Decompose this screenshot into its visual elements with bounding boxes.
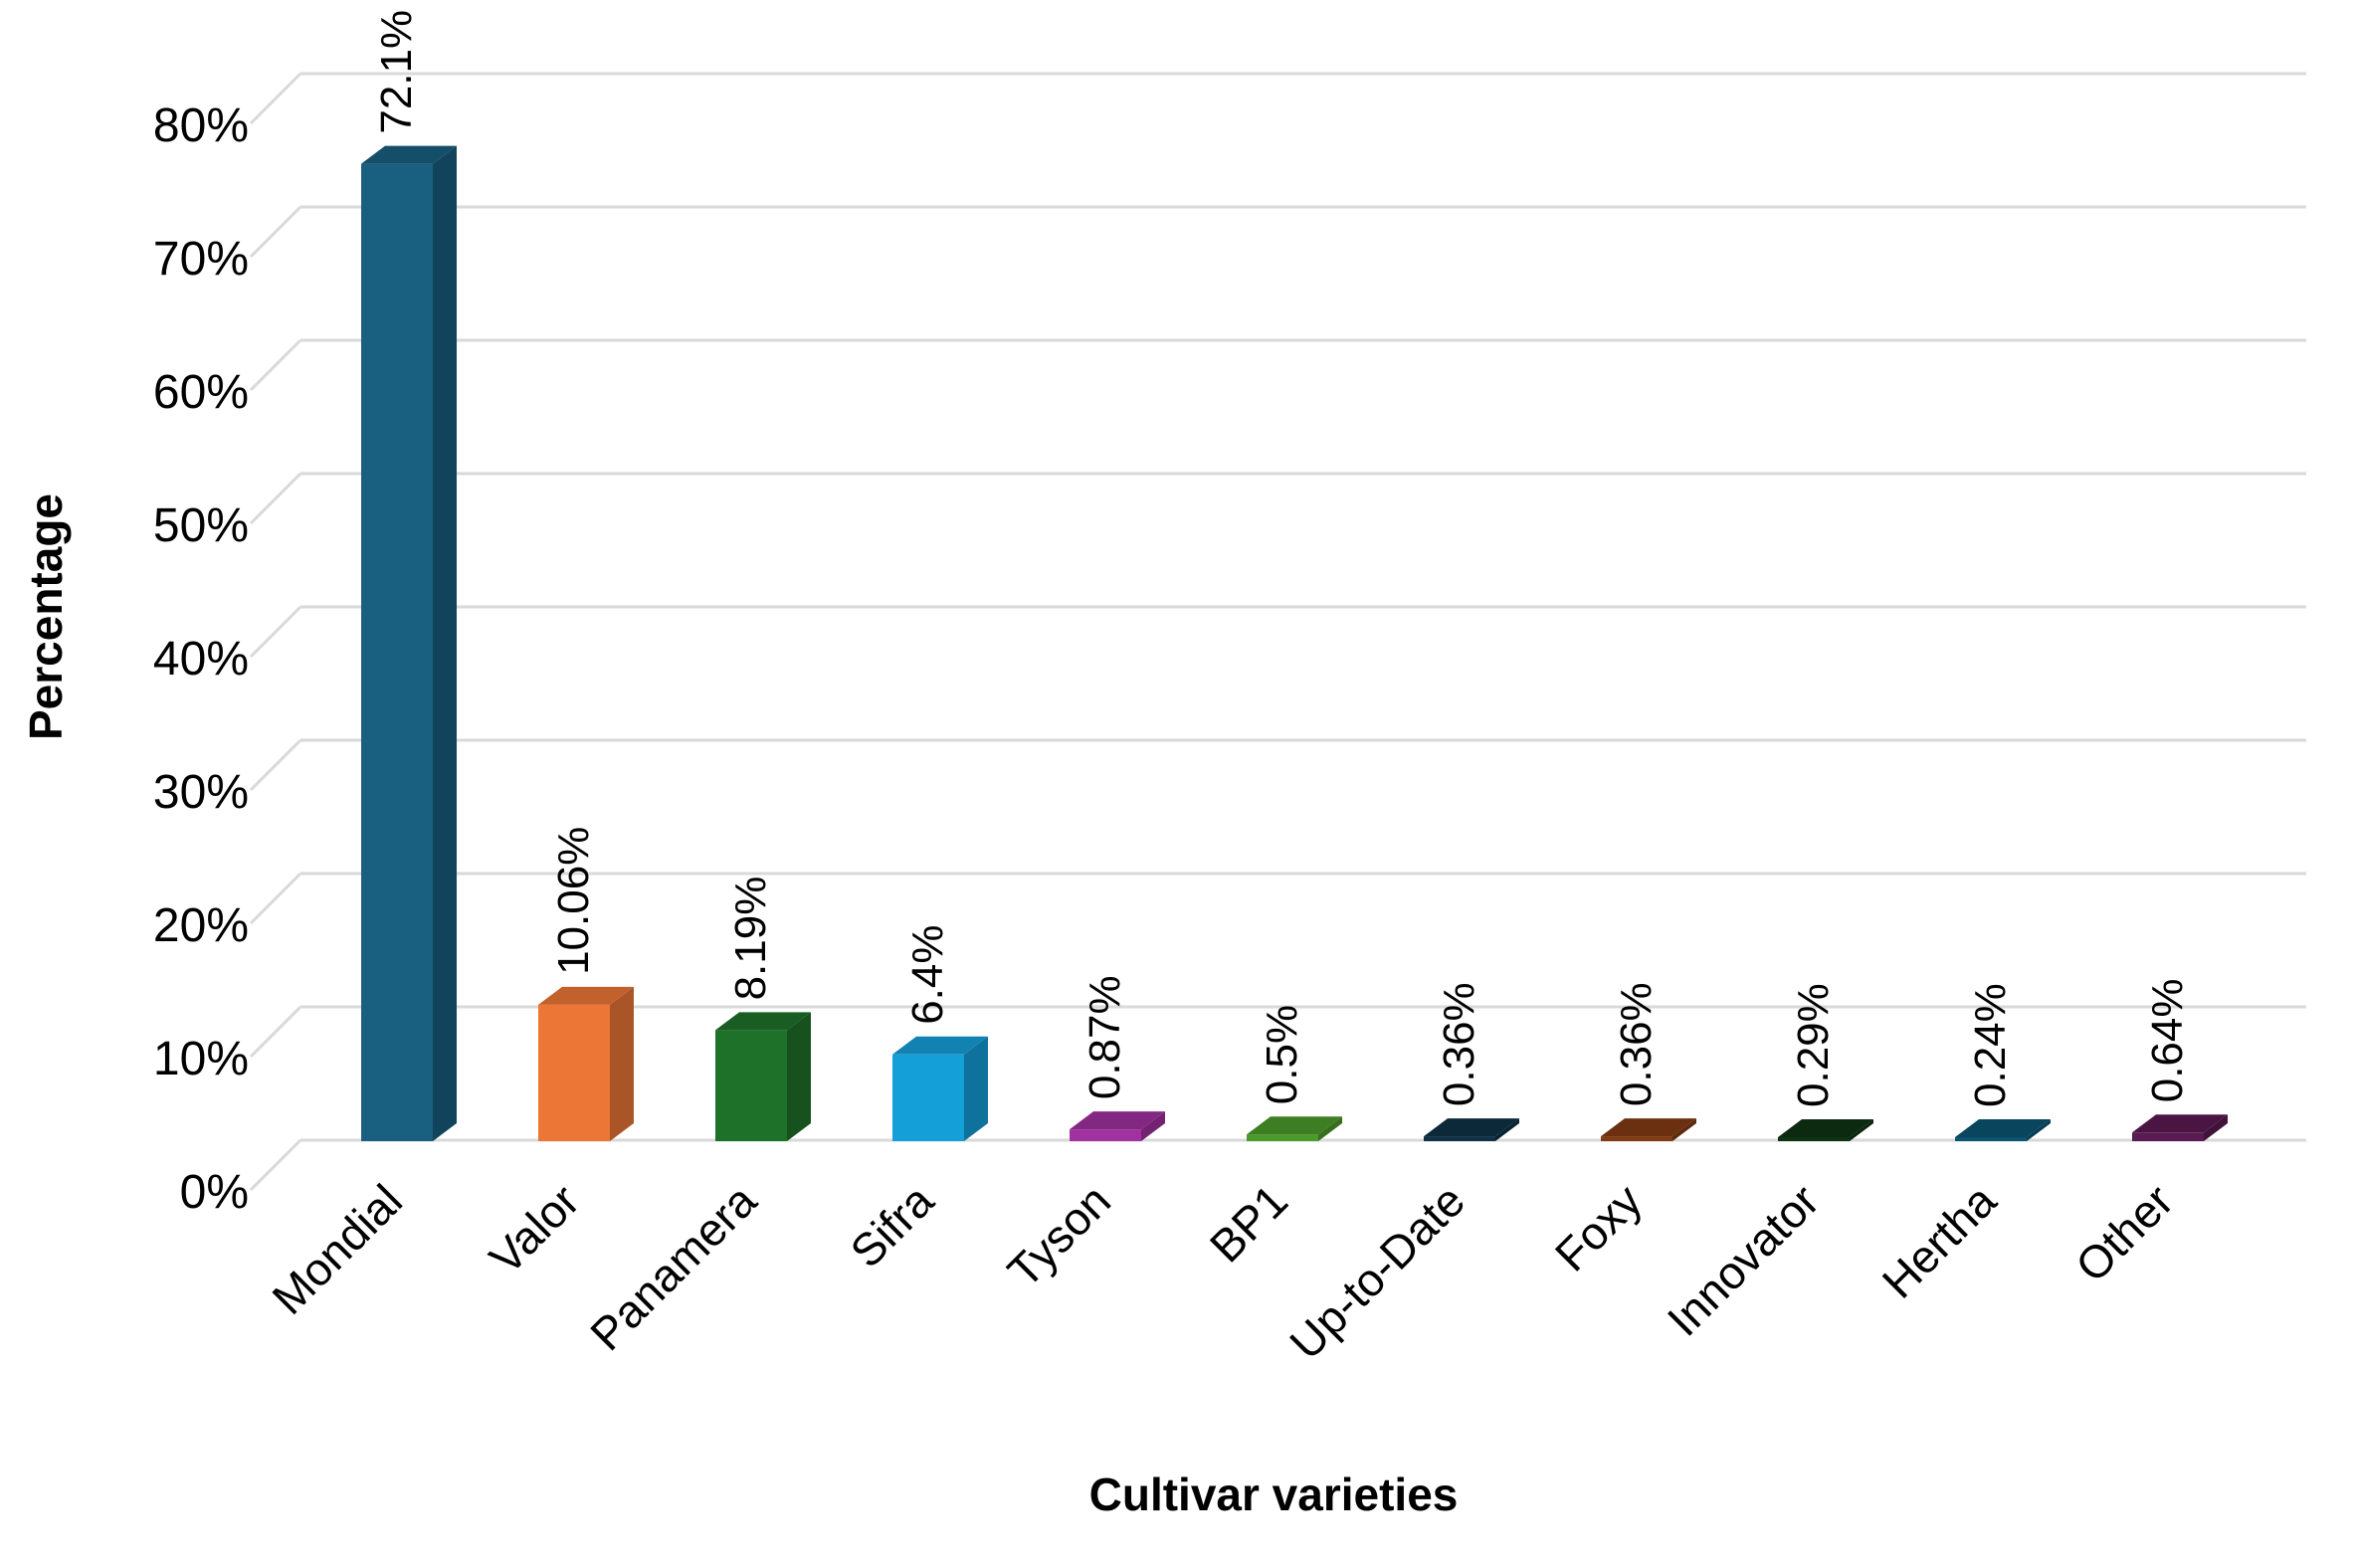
bar-side bbox=[964, 1036, 988, 1141]
y-axis-ticks: 0% 10% 20% 30% 40% 50% 60% 70% 80% bbox=[153, 99, 249, 1219]
y-axis-title: Percentage bbox=[20, 493, 72, 740]
bars bbox=[361, 145, 2228, 1141]
bar-side bbox=[1318, 1116, 1342, 1141]
bar-side bbox=[433, 145, 457, 1141]
bar-side bbox=[610, 986, 634, 1141]
y-tick-label: 10% bbox=[153, 1033, 249, 1085]
gridline-diagonal bbox=[249, 72, 302, 125]
y-tick-label: 0% bbox=[180, 1166, 249, 1219]
bar-front bbox=[1955, 1137, 2027, 1141]
bar-tyson bbox=[1070, 1111, 1165, 1141]
data-label: 72.1% bbox=[372, 10, 421, 134]
category-label: Tyson bbox=[998, 1174, 1121, 1297]
bar-front bbox=[1601, 1136, 1672, 1141]
bar-top bbox=[1601, 1118, 1696, 1137]
category-label: BP1 bbox=[1200, 1174, 1297, 1272]
bar-hertha bbox=[1955, 1119, 2051, 1141]
category-label: Sifra bbox=[840, 1174, 943, 1277]
bar-side bbox=[2027, 1119, 2051, 1141]
gridline-diagonal bbox=[249, 472, 302, 525]
data-label: 8.19% bbox=[726, 877, 775, 1001]
bar-side bbox=[1495, 1118, 1519, 1141]
category-label: Innovator bbox=[1658, 1174, 1829, 1345]
bar-front bbox=[715, 1030, 787, 1141]
gridline-diagonal bbox=[249, 605, 302, 659]
data-label: 0.24% bbox=[1966, 983, 2015, 1107]
bar-front bbox=[1247, 1134, 1318, 1141]
y-tick-label: 40% bbox=[153, 633, 249, 686]
bar-side bbox=[787, 1012, 811, 1141]
bar-valor bbox=[538, 986, 634, 1141]
bar-top bbox=[1424, 1118, 1519, 1137]
category-label: Hertha bbox=[1872, 1174, 2007, 1308]
bar-foxy bbox=[1601, 1118, 1696, 1141]
category-label: Mondial bbox=[262, 1174, 412, 1324]
bar-top bbox=[715, 1012, 811, 1031]
category-label: Other bbox=[2065, 1174, 2183, 1291]
bar-front bbox=[1070, 1129, 1141, 1141]
y-tick-label: 70% bbox=[153, 233, 249, 286]
category-label: Panamera bbox=[580, 1174, 766, 1360]
y-tick-label: 20% bbox=[153, 899, 249, 952]
bar-up-to-date bbox=[1424, 1118, 1519, 1141]
bar-front bbox=[2132, 1132, 2204, 1141]
bar-side bbox=[1672, 1118, 1696, 1141]
bar-top bbox=[1778, 1119, 1873, 1137]
bar-side bbox=[1141, 1111, 1165, 1141]
data-label: 0.64% bbox=[2143, 979, 2192, 1103]
category-label: Up-to-Date bbox=[1279, 1174, 1474, 1369]
data-label: 0.36% bbox=[1612, 982, 1661, 1106]
bar-top bbox=[538, 986, 634, 1005]
data-label: 0.36% bbox=[1435, 982, 1483, 1106]
bar-sifra bbox=[892, 1036, 988, 1141]
data-label: 6.4% bbox=[903, 925, 952, 1025]
gridline-diagonal bbox=[249, 338, 302, 392]
bar-front bbox=[361, 163, 433, 1141]
bar-other bbox=[2132, 1114, 2228, 1141]
data-labels: 72.1% 10.06% 8.19% 6.4% 0.87% 0.5% 0.36% 0.36% 0… bbox=[372, 10, 2192, 1107]
bar-panamera bbox=[715, 1012, 811, 1141]
bar-top bbox=[892, 1036, 988, 1055]
bar-side bbox=[2204, 1114, 2228, 1141]
data-label: 0.29% bbox=[1789, 983, 1838, 1107]
bar-front bbox=[1424, 1136, 1495, 1141]
bar-front bbox=[892, 1054, 964, 1141]
gridline-diagonal bbox=[249, 1005, 302, 1059]
gridline-diagonal bbox=[249, 738, 302, 792]
bar-side bbox=[1850, 1119, 1873, 1141]
bar-top bbox=[2132, 1114, 2228, 1133]
gridline-diagonal bbox=[249, 205, 302, 259]
bar-top bbox=[1955, 1119, 2051, 1137]
gridline-diagonal bbox=[249, 872, 302, 925]
y-tick-label: 30% bbox=[153, 766, 249, 819]
gridline-diagonal bbox=[249, 1138, 302, 1192]
bar-mondial bbox=[361, 145, 457, 1141]
y-tick-label: 80% bbox=[153, 99, 249, 152]
category-label: Valor bbox=[480, 1174, 589, 1283]
gridlines bbox=[249, 72, 2306, 1192]
bar-bp1 bbox=[1247, 1116, 1342, 1141]
x-axis-title: Cultivar varieties bbox=[1089, 1469, 1459, 1520]
bar-top bbox=[1247, 1116, 1342, 1135]
data-label: 0.87% bbox=[1080, 975, 1129, 1099]
bar-top bbox=[361, 145, 457, 164]
bar-top bbox=[1070, 1111, 1165, 1130]
data-label: 0.5% bbox=[1258, 1005, 1306, 1104]
y-tick-label: 60% bbox=[153, 366, 249, 419]
data-label: 10.06% bbox=[549, 827, 598, 975]
bar-front bbox=[1778, 1137, 1850, 1141]
category-label: Foxy bbox=[1545, 1174, 1652, 1280]
bar-innovator bbox=[1778, 1119, 1873, 1141]
bar-front bbox=[538, 1004, 610, 1141]
y-tick-label: 50% bbox=[153, 499, 249, 552]
